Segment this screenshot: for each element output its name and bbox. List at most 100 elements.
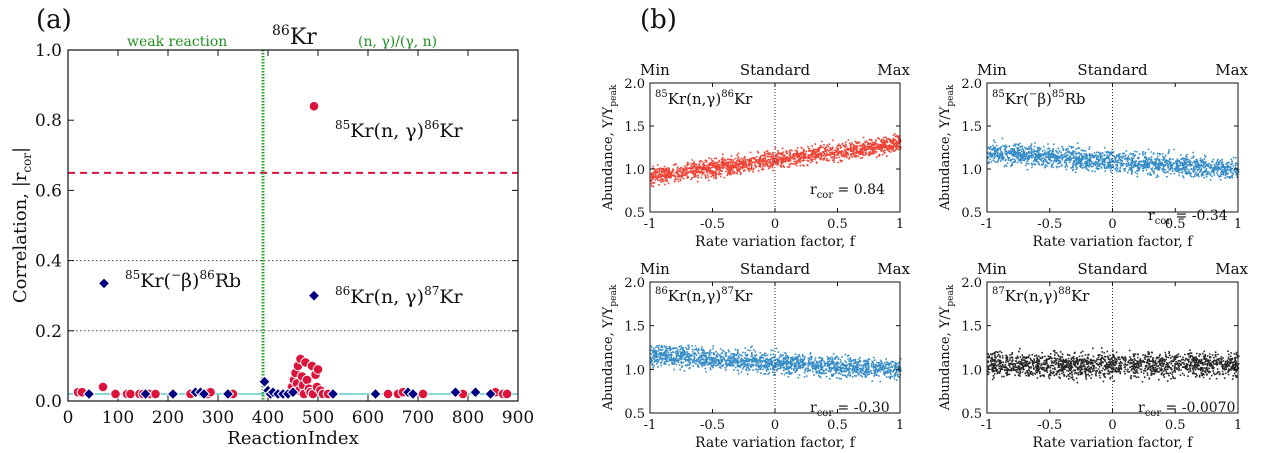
sx-tick-label-0-4: 1 — [896, 217, 904, 232]
data-point-diamond-18 — [369, 387, 382, 401]
data-point-diamond-6 — [197, 387, 211, 401]
x-tick-label-7: 700 — [402, 408, 434, 428]
small-1-title: 85Kr(−β)85Rb — [992, 89, 1086, 108]
small-2-title: 86Kr(n,γ)87Kr — [655, 286, 753, 305]
sx-tick-label-3-2: 0 — [1108, 418, 1116, 433]
panel-a-title: 86Kr — [272, 23, 317, 50]
x-tick-label-8: 800 — [452, 408, 484, 428]
sy-label-0: Abundance, Y/Ypeak — [601, 84, 619, 211]
data-point-diamond-21 — [449, 386, 462, 399]
y-tick-label-0: 0.0 — [35, 392, 62, 412]
x-tick-label-3: 300 — [202, 408, 234, 428]
sy-tick-label-0-3: 2.0 — [624, 77, 645, 92]
sx-label-3: Rate variation factor, f — [1032, 435, 1194, 451]
panel-a-left-note: weak reaction — [127, 34, 227, 50]
data-point-circle-38 — [382, 388, 394, 400]
sy-tick-label-3-3: 2.0 — [961, 276, 982, 291]
sy-tick-label-1-3: 2.0 — [961, 77, 982, 92]
x-tick-label-1: 100 — [102, 408, 134, 428]
data-point-diamond-23 — [484, 387, 497, 401]
data-point-circle-2 — [97, 381, 109, 393]
sy-tick-label-1-2: 1.5 — [961, 120, 982, 135]
small-3-rcor: rcor = -0.0070 — [1138, 400, 1235, 419]
top-label-0-1: Standard — [740, 61, 811, 79]
annotation-86kr-ng: 86Kr(n, γ)87Kr — [335, 284, 464, 308]
panel-a-right-note: (n, γ)/(γ, n) — [358, 34, 437, 50]
y-tick-label-3: 0.6 — [35, 181, 62, 201]
sy-tick-label-2-3: 2.0 — [624, 276, 645, 291]
data-point-diamond-20 — [406, 387, 420, 401]
sx-label-1: Rate variation factor, f — [1032, 234, 1194, 250]
sx-tick-label-2-4: 1 — [896, 418, 904, 433]
top-label-3-2: Max — [1215, 260, 1248, 278]
sy-label-3: Abundance, Y/Ypeak — [938, 284, 956, 411]
sx-tick-label-2-1: -0.5 — [700, 418, 725, 433]
y-tick-label-1: 0.2 — [35, 322, 62, 342]
data-point-circle-45 — [501, 388, 513, 400]
panel-a-ylabel: Correlation, |rcor| — [10, 147, 34, 303]
scatter-cloud-0 — [650, 133, 902, 188]
small-0-rcor: rcor = 0.84 — [810, 182, 885, 201]
sx-tick-label-1-2: 0 — [1108, 217, 1116, 232]
y-tick-label-2: 0.4 — [35, 252, 62, 272]
sx-tick-label-0-0: -1 — [644, 217, 657, 232]
sy-tick-label-3-2: 1.5 — [961, 320, 982, 335]
sy-tick-label-3-1: 1.0 — [961, 363, 982, 378]
small-1-rcor: rcor = -0.34 — [1148, 208, 1228, 227]
data-point-circle-31 — [308, 100, 320, 112]
top-label-1-2: Max — [1215, 61, 1248, 79]
small-0-title: 85Kr(n,γ)86Kr — [655, 89, 753, 108]
sx-tick-label-2-0: -1 — [644, 418, 657, 433]
sy-label-1: Abundance, Y/Ypeak — [938, 84, 956, 211]
sx-tick-label-2-3: 0.5 — [827, 418, 848, 433]
data-point-circle-41 — [417, 388, 429, 400]
sx-tick-label-0-2: 0 — [771, 217, 779, 232]
small-panel-3: Min Standard Max -1 -0.5 0 0.5 1 0.5 1.0 1.5 2.0 Rat… — [938, 260, 1249, 451]
sy-tick-label-1-1: 1.0 — [961, 163, 982, 178]
sy-tick-label-2-1: 1.0 — [624, 363, 645, 378]
x-tick-label-9: 900 — [502, 408, 534, 428]
panel-label-b: (b) — [640, 5, 677, 35]
y-tick-label-5: 1.0 — [35, 41, 62, 61]
sy-tick-label-0-1: 1.0 — [624, 163, 645, 178]
small-panel-0: Min Standard Max -1 -0.5 0 0.5 1 0.5 1.0 1.5 2.0 Rat… — [601, 61, 911, 250]
small-3-title: 87Kr(n,γ)88Kr — [992, 286, 1090, 305]
top-label-2-1: Standard — [740, 260, 811, 278]
annotation-85kr-beta: 85Kr(−β)86Rb — [125, 268, 241, 292]
sy-tick-label-2-0: 0.5 — [624, 407, 645, 422]
sy-tick-label-2-2: 1.5 — [624, 320, 645, 335]
data-point-diamond-7 — [221, 387, 235, 401]
sy-tick-label-1-0: 0.5 — [961, 206, 982, 221]
small-panel-1: Min Standard Max -1 -0.5 0 0.5 1 0.5 1.0 1.5 2.0 Rat… — [938, 61, 1249, 250]
scatter-cloud-1 — [987, 137, 1240, 181]
x-tick-label-0: 0 — [63, 408, 74, 428]
data-point-diamond-3 — [166, 387, 180, 401]
sy-label-2: Abundance, Y/Ypeak — [601, 284, 619, 411]
data-point-diamond-0 — [82, 387, 96, 401]
sy-tick-label-3-0: 0.5 — [961, 407, 982, 422]
sx-tick-label-1-3: 0.5 — [1165, 217, 1186, 232]
data-point-diamond-1 — [97, 277, 111, 290]
panel-a-frame — [67, 49, 519, 402]
scatter-cloud-3 — [987, 347, 1240, 384]
annotation-85kr-ng: 85Kr(n, γ)86Kr — [335, 118, 464, 142]
data-point-circle-34 — [312, 364, 324, 375]
top-label-2-0: Min — [640, 260, 670, 278]
sx-label-0: Rate variation factor, f — [695, 234, 857, 250]
sy-tick-label-0-0: 0.5 — [624, 206, 645, 221]
top-label-3-0: Min — [977, 260, 1007, 278]
sx-tick-label-3-0: -1 — [981, 418, 994, 433]
top-label-0-2: Max — [877, 61, 910, 79]
sx-tick-label-3-3: 0.5 — [1165, 418, 1186, 433]
x-tick-label-2: 200 — [152, 408, 184, 428]
data-point-diamond-15 — [286, 386, 300, 399]
sy-tick-label-0-2: 1.5 — [624, 120, 645, 135]
data-point-diamond-16 — [307, 289, 321, 302]
data-point-diamond-2 — [139, 387, 152, 401]
data-point-diamond-8 — [258, 375, 271, 388]
top-label-1-1: Standard — [1077, 61, 1148, 79]
top-label-3-1: Standard — [1077, 260, 1148, 278]
sx-tick-label-3-4: 1 — [1234, 418, 1242, 433]
sx-tick-label-3-1: -0.5 — [1037, 418, 1062, 433]
